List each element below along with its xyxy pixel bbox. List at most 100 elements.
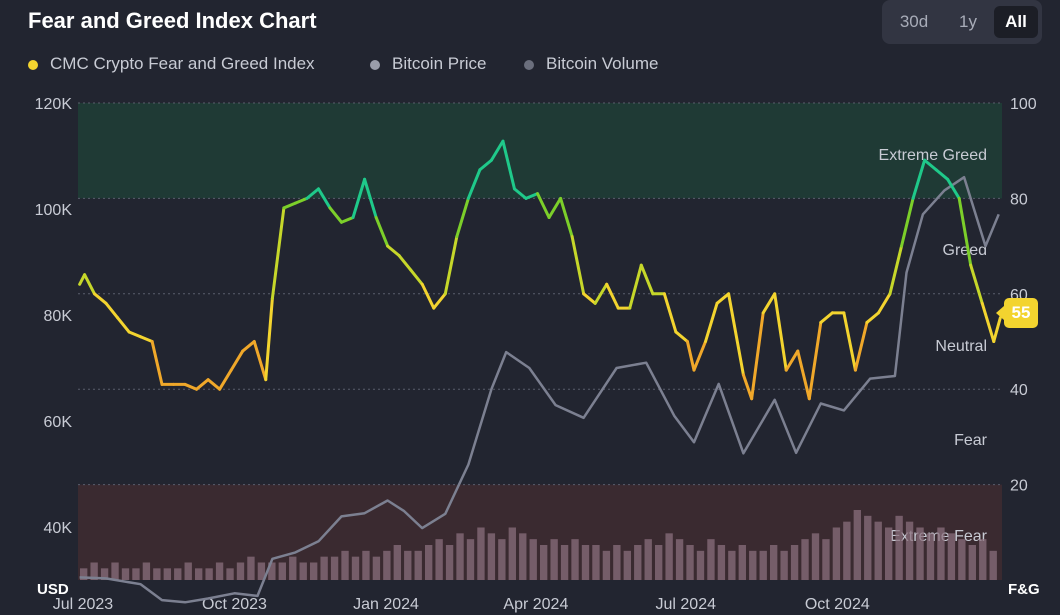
fear-greed-segment <box>443 235 459 296</box>
fear-greed-segment <box>662 292 678 334</box>
fear-greed-segment <box>252 340 268 382</box>
volume-bar <box>195 568 203 580</box>
volume-bar <box>487 533 496 580</box>
volume-bar <box>926 533 935 580</box>
volume-bar <box>958 539 966 580</box>
fear-greed-segment <box>83 273 96 296</box>
volume-bar <box>498 539 506 580</box>
fear-greed-segment <box>501 139 516 191</box>
legend-fear-greed-label: CMC Crypto Fear and Greed Index <box>50 54 315 73</box>
volume-bar <box>132 568 140 580</box>
fear-greed-segment <box>420 282 436 310</box>
volume-bar <box>477 527 485 580</box>
fear-greed-segment <box>992 316 1002 343</box>
chart-title: Fear and Greed Index Chart <box>28 8 317 33</box>
fear-greed-segment <box>605 282 620 310</box>
volume-bar <box>581 545 590 580</box>
range-selector: 30d 1y All <box>882 0 1042 44</box>
volume-bar <box>602 550 611 580</box>
fear-greed-segment <box>328 206 344 224</box>
fear-greed-segment <box>582 292 597 305</box>
fear-greed-segment <box>409 268 424 286</box>
volume-bar <box>770 545 778 580</box>
fear-greed-segment <box>218 368 233 391</box>
fear-greed-segment <box>351 177 367 219</box>
volume-bar <box>811 533 820 580</box>
left-tick-label: 40K <box>44 520 73 537</box>
right-tick-label: 20 <box>1010 478 1028 495</box>
volume-bar <box>268 562 276 580</box>
fear-greed-segment <box>206 378 222 391</box>
volume-bar <box>404 550 412 580</box>
volume-bar <box>215 562 224 580</box>
volume-bar <box>801 539 809 580</box>
volume-bar <box>362 550 370 580</box>
volume-bar <box>895 515 903 580</box>
range-30d-button[interactable]: 30d <box>899 12 929 31</box>
fear-greed-segment <box>934 168 950 181</box>
x-tick-label: Jan 2024 <box>353 596 419 613</box>
volume-bar <box>853 510 861 580</box>
fear-greed-segment <box>865 311 880 324</box>
volume-bar <box>979 539 987 580</box>
right-tick-label: 80 <box>1010 191 1028 208</box>
fear-greed-segment <box>980 301 996 343</box>
fear-greed-segment <box>969 263 984 305</box>
fear-greed-segment <box>727 292 745 377</box>
fear-greed-segment <box>536 192 551 219</box>
volume-bar <box>425 545 433 580</box>
fear-greed-segment <box>432 292 447 310</box>
fear-greed-segment <box>911 158 927 200</box>
volume-bar <box>707 539 715 580</box>
fear-greed-segment <box>340 215 355 224</box>
zone-extreme-greed <box>78 103 1002 199</box>
fear-greed-segment <box>264 297 274 382</box>
volume-bar <box>466 539 475 580</box>
range-1y-button[interactable]: 1y <box>959 12 977 31</box>
volume-bar <box>696 550 705 580</box>
volume-bar <box>968 545 976 580</box>
volume-bar <box>665 533 673 580</box>
x-tick-label: Apr 2024 <box>503 596 568 613</box>
volume-bar <box>655 545 663 580</box>
volume-bar <box>686 545 694 580</box>
right-axis-label: F&G <box>1008 581 1040 598</box>
volume-bar <box>874 521 882 580</box>
volume-bar <box>163 568 171 580</box>
fear-greed-segment <box>639 263 655 296</box>
left-tick-label: 60K <box>44 414 73 431</box>
fear-greed-segment <box>819 311 834 324</box>
legend-fear-greed-dot <box>28 60 38 70</box>
volume-bar <box>550 539 558 580</box>
left-tick-label: 80K <box>44 308 73 325</box>
volume-bar <box>916 527 924 580</box>
volume-bar <box>320 556 328 580</box>
volume-bar <box>310 562 318 580</box>
fear-greed-segment <box>547 196 563 219</box>
range-all-button[interactable]: All <box>994 6 1038 38</box>
volume-bar <box>832 527 841 580</box>
fear-greed-segment <box>478 158 493 172</box>
volume-bar <box>111 562 119 580</box>
fear-greed-segment <box>104 301 120 320</box>
zone-label: Greed <box>943 242 987 259</box>
fear-greed-segment <box>946 177 961 200</box>
fear-greed-segment <box>397 254 413 272</box>
fear-greed-segment <box>559 196 574 239</box>
volume-bar <box>717 545 726 580</box>
fear-greed-segment <box>524 192 540 200</box>
volume-bar <box>121 568 130 580</box>
volume-bar <box>843 521 851 580</box>
volume-bar <box>383 550 391 580</box>
fear-greed-segment <box>150 340 164 386</box>
volume-bar <box>759 550 767 580</box>
volume-bar <box>330 556 339 580</box>
volume-bar <box>540 545 548 580</box>
volume-bar <box>257 562 266 580</box>
right-tick-label: 40 <box>1010 382 1028 399</box>
volume-bar <box>299 562 307 580</box>
fear-greed-segment <box>363 177 378 219</box>
volume-bar <box>790 545 799 580</box>
fear-greed-segment <box>853 320 869 372</box>
